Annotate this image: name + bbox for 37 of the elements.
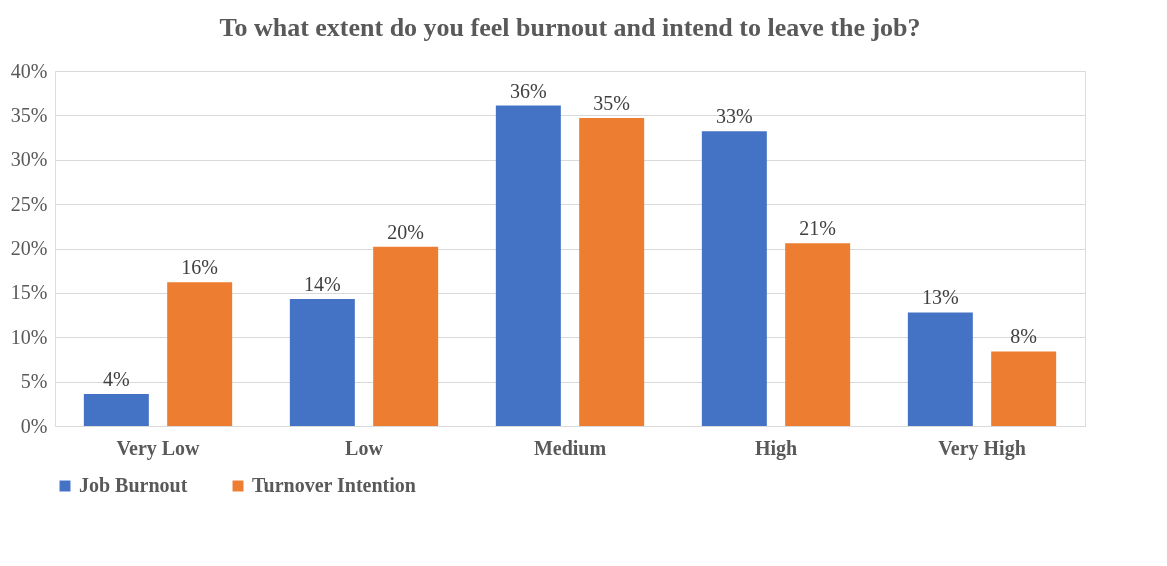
y-tick-label: 0% (20, 414, 48, 437)
x-tick-label: Medium (533, 436, 607, 459)
data-label: 35% (593, 92, 630, 115)
bar (991, 351, 1057, 426)
data-label: 13% (922, 286, 959, 309)
data-label: 21% (799, 217, 836, 240)
bar (785, 243, 851, 426)
y-tick-label: 10% (10, 325, 48, 348)
y-tick-label: 25% (10, 192, 48, 215)
data-label: 8% (1010, 325, 1037, 348)
bar (83, 394, 149, 426)
bar (579, 118, 645, 426)
y-tick-label: 5% (20, 370, 48, 393)
x-tick-label: Low (345, 436, 384, 459)
bar (167, 282, 233, 426)
y-tick-label: 15% (10, 281, 48, 304)
legend-label: Job Burnout (79, 474, 188, 496)
x-tick-label: High (754, 436, 798, 460)
data-label: 20% (387, 220, 424, 243)
bar (373, 246, 439, 426)
bar (495, 105, 561, 426)
data-label: 14% (304, 273, 341, 296)
data-label: 4% (103, 368, 130, 391)
data-label: 16% (181, 256, 218, 279)
y-tick-label: 20% (10, 237, 48, 259)
bar (907, 312, 973, 426)
y-tick-label: 30% (10, 148, 48, 171)
chart-title: To what extent do you feel burnout and intend to leave the job? (219, 13, 921, 42)
data-label: 33% (716, 105, 753, 128)
data-label: 36% (510, 79, 547, 102)
x-tick-label: Very High (938, 436, 1026, 460)
y-tick-label: 40% (10, 59, 48, 82)
bar (701, 131, 767, 426)
legend-label: Turnover Intention (252, 474, 416, 496)
x-tick-label: Very Low (116, 436, 201, 460)
y-tick-label: 35% (10, 103, 48, 126)
bar (289, 299, 355, 426)
